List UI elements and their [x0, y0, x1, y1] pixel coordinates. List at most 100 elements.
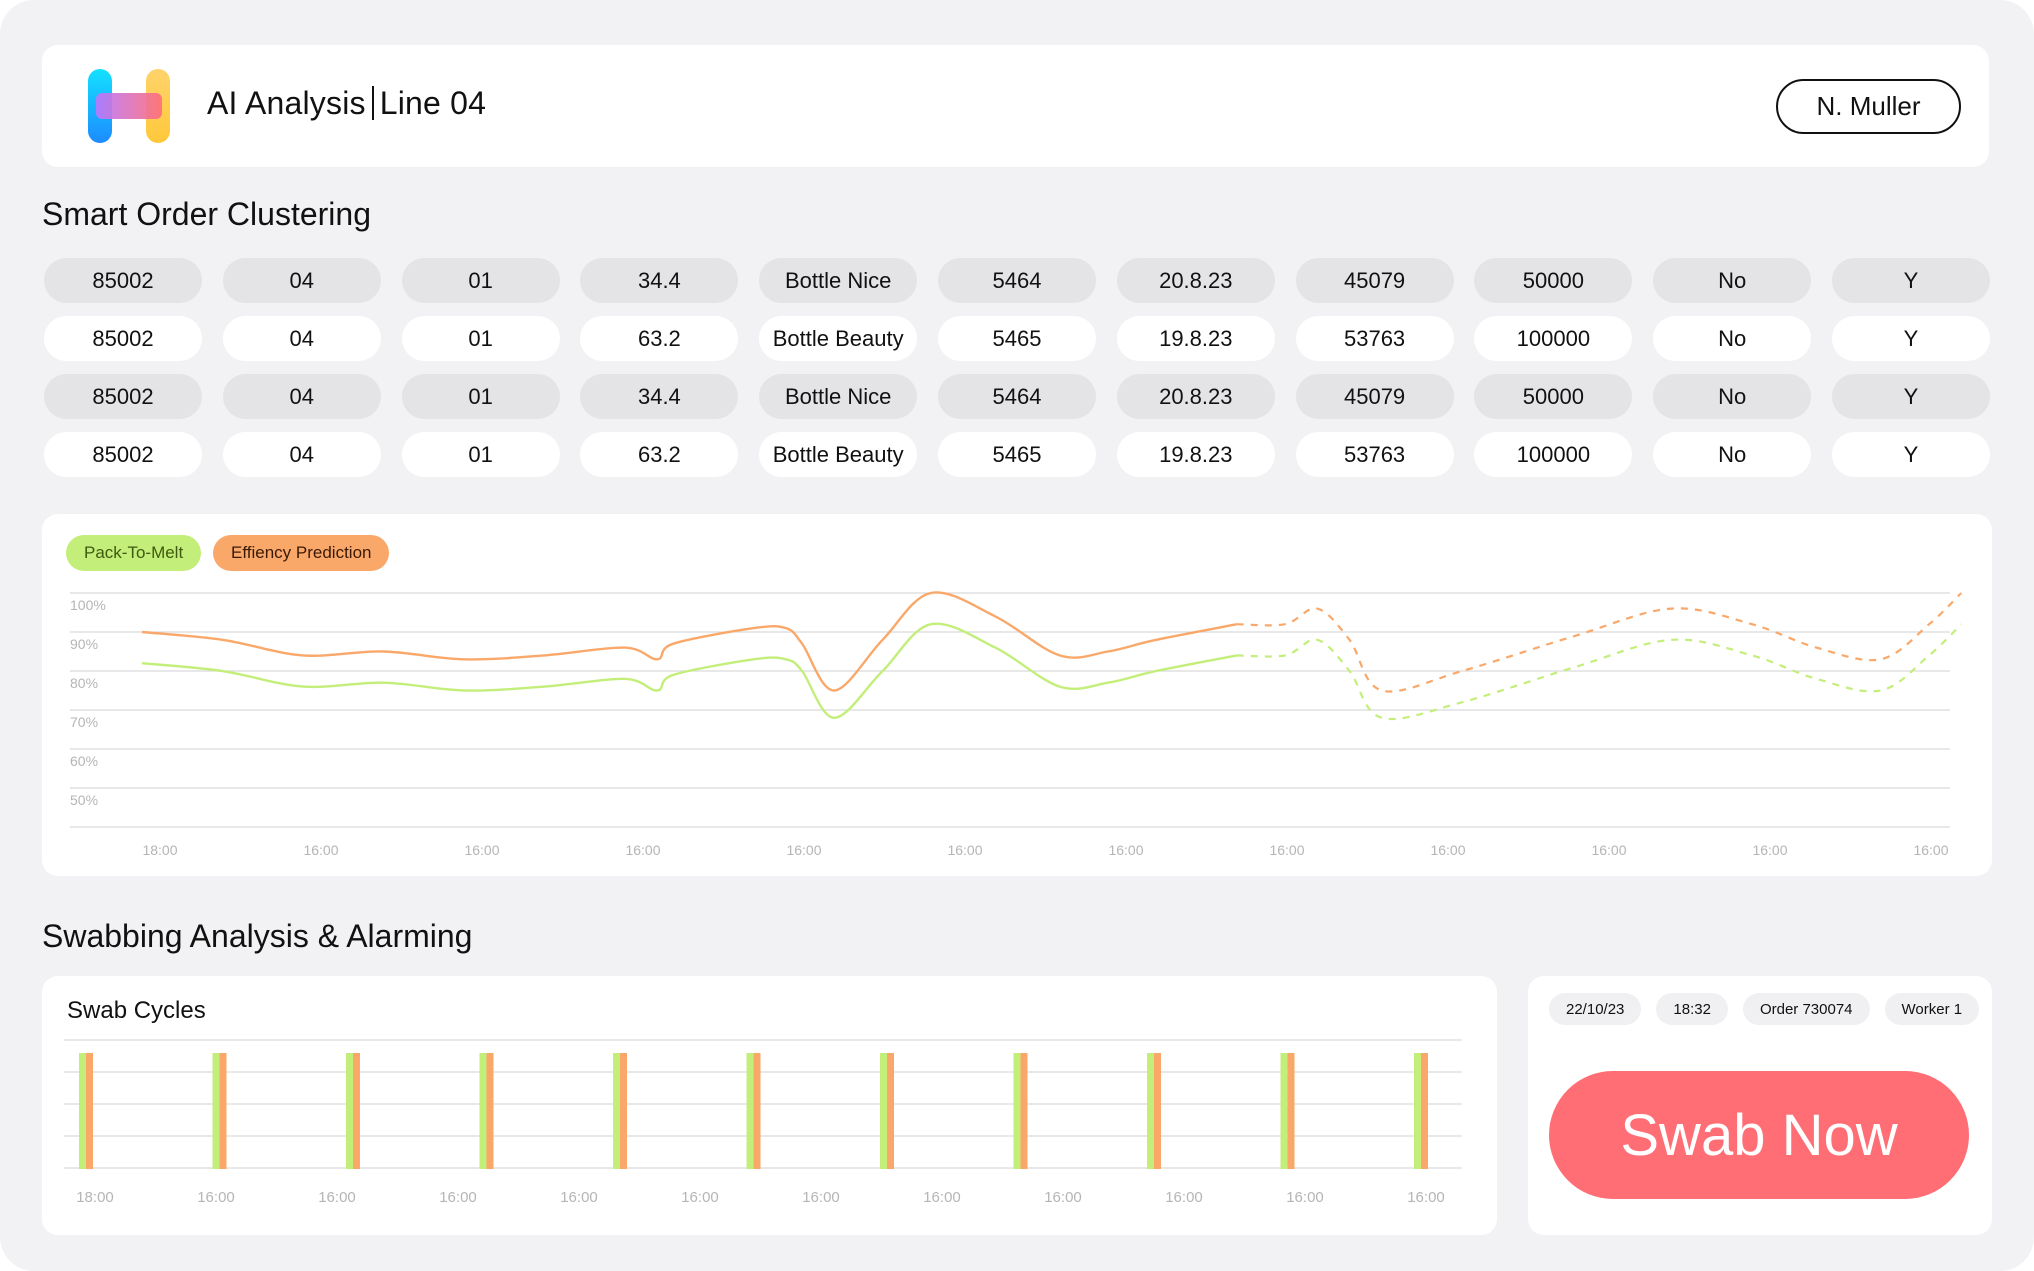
swab-bar-green[interactable] [79, 1053, 87, 1169]
swab-bar-green[interactable] [479, 1053, 488, 1169]
table-cell: 20.8.23 [1116, 258, 1275, 303]
swab-bar-green[interactable] [346, 1053, 354, 1169]
table-cell: 5464 [937, 258, 1096, 303]
swab-action-card: 22/10/23 18:32 Order 730074 Worker 1 Swab N… [1528, 976, 1992, 1235]
swab-bar-green[interactable] [1414, 1053, 1422, 1169]
table-cell: 100000 [1474, 316, 1633, 361]
swab-bar-orange[interactable] [86, 1053, 93, 1169]
legend-pack-to-melt[interactable]: Pack-To-Melt [66, 535, 202, 571]
x-tick-label: 16:00 [1286, 1189, 1324, 1206]
info-tag: Worker 1 [1884, 993, 1980, 1025]
swab-bar-orange[interactable] [1421, 1053, 1428, 1169]
swab-bar-orange[interactable] [1154, 1053, 1161, 1169]
table-cell: 85002 [44, 374, 202, 419]
x-tick-label: 16:00 [303, 842, 338, 858]
y-tick-label: 90% [70, 636, 98, 652]
y-tick-label: 60% [70, 753, 98, 769]
x-tick-label: 18:00 [76, 1189, 114, 1206]
table-cell: 19.8.23 [1116, 316, 1275, 361]
table-cell: No [1653, 258, 1812, 303]
table-row[interactable]: 85002 04 01 34.4 Bottle Nice 5464 20.8.23 45079… [44, 374, 1990, 419]
table-cell: 53763 [1295, 316, 1454, 361]
table-cell: 01 [401, 374, 560, 419]
table-cell: 85002 [44, 258, 202, 303]
swab-cycles-card: Swab Cycles 18:00 16:00 16:00 16:00 16:00 16:… [42, 976, 1497, 1235]
swab-bar-green[interactable] [1280, 1053, 1289, 1169]
forecast-line-1 [1236, 623, 1963, 721]
table-row[interactable]: 85002 04 01 63.2 Bottle Beauty 5465 19.8.23 537… [44, 316, 1990, 361]
table-cell: Bottle Nice [759, 258, 918, 303]
forecast-line-0 [1236, 592, 1963, 693]
table-cell: Y [1831, 374, 1990, 419]
swab-bar-orange[interactable] [887, 1053, 894, 1169]
swab-bar-orange[interactable] [1287, 1053, 1295, 1169]
x-tick-label: 16:00 [625, 842, 660, 858]
order-clustering-title: Smart Order Clustering [42, 196, 371, 232]
x-tick-label: 16:00 [802, 1189, 840, 1206]
info-tag: Order 730074 [1742, 993, 1870, 1025]
swab-bar-green[interactable] [1147, 1053, 1155, 1169]
x-tick-label: 16:00 [1752, 842, 1787, 858]
table-cell: 01 [401, 316, 560, 361]
title-separator [371, 86, 374, 120]
swab-bar-green[interactable] [613, 1053, 621, 1169]
x-tick-label: 16:00 [1165, 1189, 1203, 1206]
app-header: AI Analysis Line 04 N. Muller [42, 45, 1989, 167]
table-row[interactable]: 85002 04 01 34.4 Bottle Nice 5464 20.8.23 45079… [44, 258, 1990, 303]
swab-bar-orange[interactable] [753, 1053, 761, 1169]
x-tick-label: 18:00 [142, 842, 177, 858]
page-title-main: AI Analysis [207, 85, 366, 121]
table-cell: Bottle Nice [759, 374, 918, 419]
x-tick-label: 16:00 [1430, 842, 1465, 858]
swab-bar-green[interactable] [1013, 1053, 1022, 1169]
x-tick-label: 16:00 [1108, 842, 1143, 858]
order-table: 85002 04 01 34.4 Bottle Nice 5464 20.8.23 45079… [44, 258, 1990, 490]
bars-logo-icon [88, 69, 170, 143]
series-line-0 [141, 591, 1238, 692]
table-cell: Y [1831, 432, 1990, 477]
swab-bar-orange[interactable] [1020, 1053, 1028, 1169]
swab-bar-green[interactable] [746, 1053, 755, 1169]
swab-cycles-chart: 18:00 16:00 16:00 16:00 16:00 16:00 16:00 16:00… [64, 1039, 1462, 1206]
table-cell: Bottle Beauty [759, 316, 918, 361]
x-tick-label: 16:00 [947, 842, 982, 858]
swab-now-button[interactable]: Swab Now [1549, 1071, 1969, 1199]
swab-bar-orange[interactable] [219, 1053, 227, 1169]
table-cell: Y [1831, 316, 1990, 361]
x-tick-label: 16:00 [1044, 1189, 1082, 1206]
table-cell: 5464 [937, 374, 1096, 419]
x-tick-label: 16:00 [786, 842, 821, 858]
swab-bar-green[interactable] [212, 1053, 221, 1169]
table-cell: 04 [222, 432, 381, 477]
x-tick-label: 16:00 [1913, 842, 1948, 858]
info-tag: 18:32 [1656, 993, 1728, 1025]
table-cell: 19.8.23 [1116, 432, 1275, 477]
table-cell: 04 [222, 316, 381, 361]
table-cell: 63.2 [580, 316, 739, 361]
y-tick-label: 70% [70, 714, 98, 730]
table-cell: 01 [401, 432, 560, 477]
swab-bar-orange[interactable] [486, 1053, 494, 1169]
legend-efficiency-prediction[interactable]: Effiency Prediction [213, 535, 390, 571]
swab-bar-orange[interactable] [353, 1053, 360, 1169]
swab-bar-orange[interactable] [620, 1053, 627, 1169]
y-tick-label: 100% [70, 597, 106, 613]
table-cell: 50000 [1474, 258, 1633, 303]
y-tick-label: 50% [70, 792, 98, 808]
swab-bar-green[interactable] [880, 1053, 888, 1169]
table-cell: 01 [401, 258, 560, 303]
x-tick-label: 16:00 [681, 1189, 719, 1206]
efficiency-line-chart: 100% 90% 80% 70% 60% 50% 18:00 16:00 16:00 16:00 1… [70, 591, 1963, 858]
table-cell: No [1653, 432, 1812, 477]
table-cell: 5465 [937, 432, 1096, 477]
table-cell: 34.4 [580, 258, 739, 303]
table-cell: No [1653, 316, 1812, 361]
swab-info-tags: 22/10/23 18:32 Order 730074 Worker 1 [1549, 993, 1980, 1025]
table-cell: Y [1831, 258, 1990, 303]
user-button[interactable]: N. Muller [1776, 79, 1961, 134]
table-cell: 45079 [1295, 258, 1454, 303]
table-row[interactable]: 85002 04 01 63.2 Bottle Beauty 5465 19.8.23 537… [44, 432, 1990, 477]
page-title: AI Analysis Line 04 [207, 85, 486, 122]
table-cell: 04 [222, 374, 381, 419]
